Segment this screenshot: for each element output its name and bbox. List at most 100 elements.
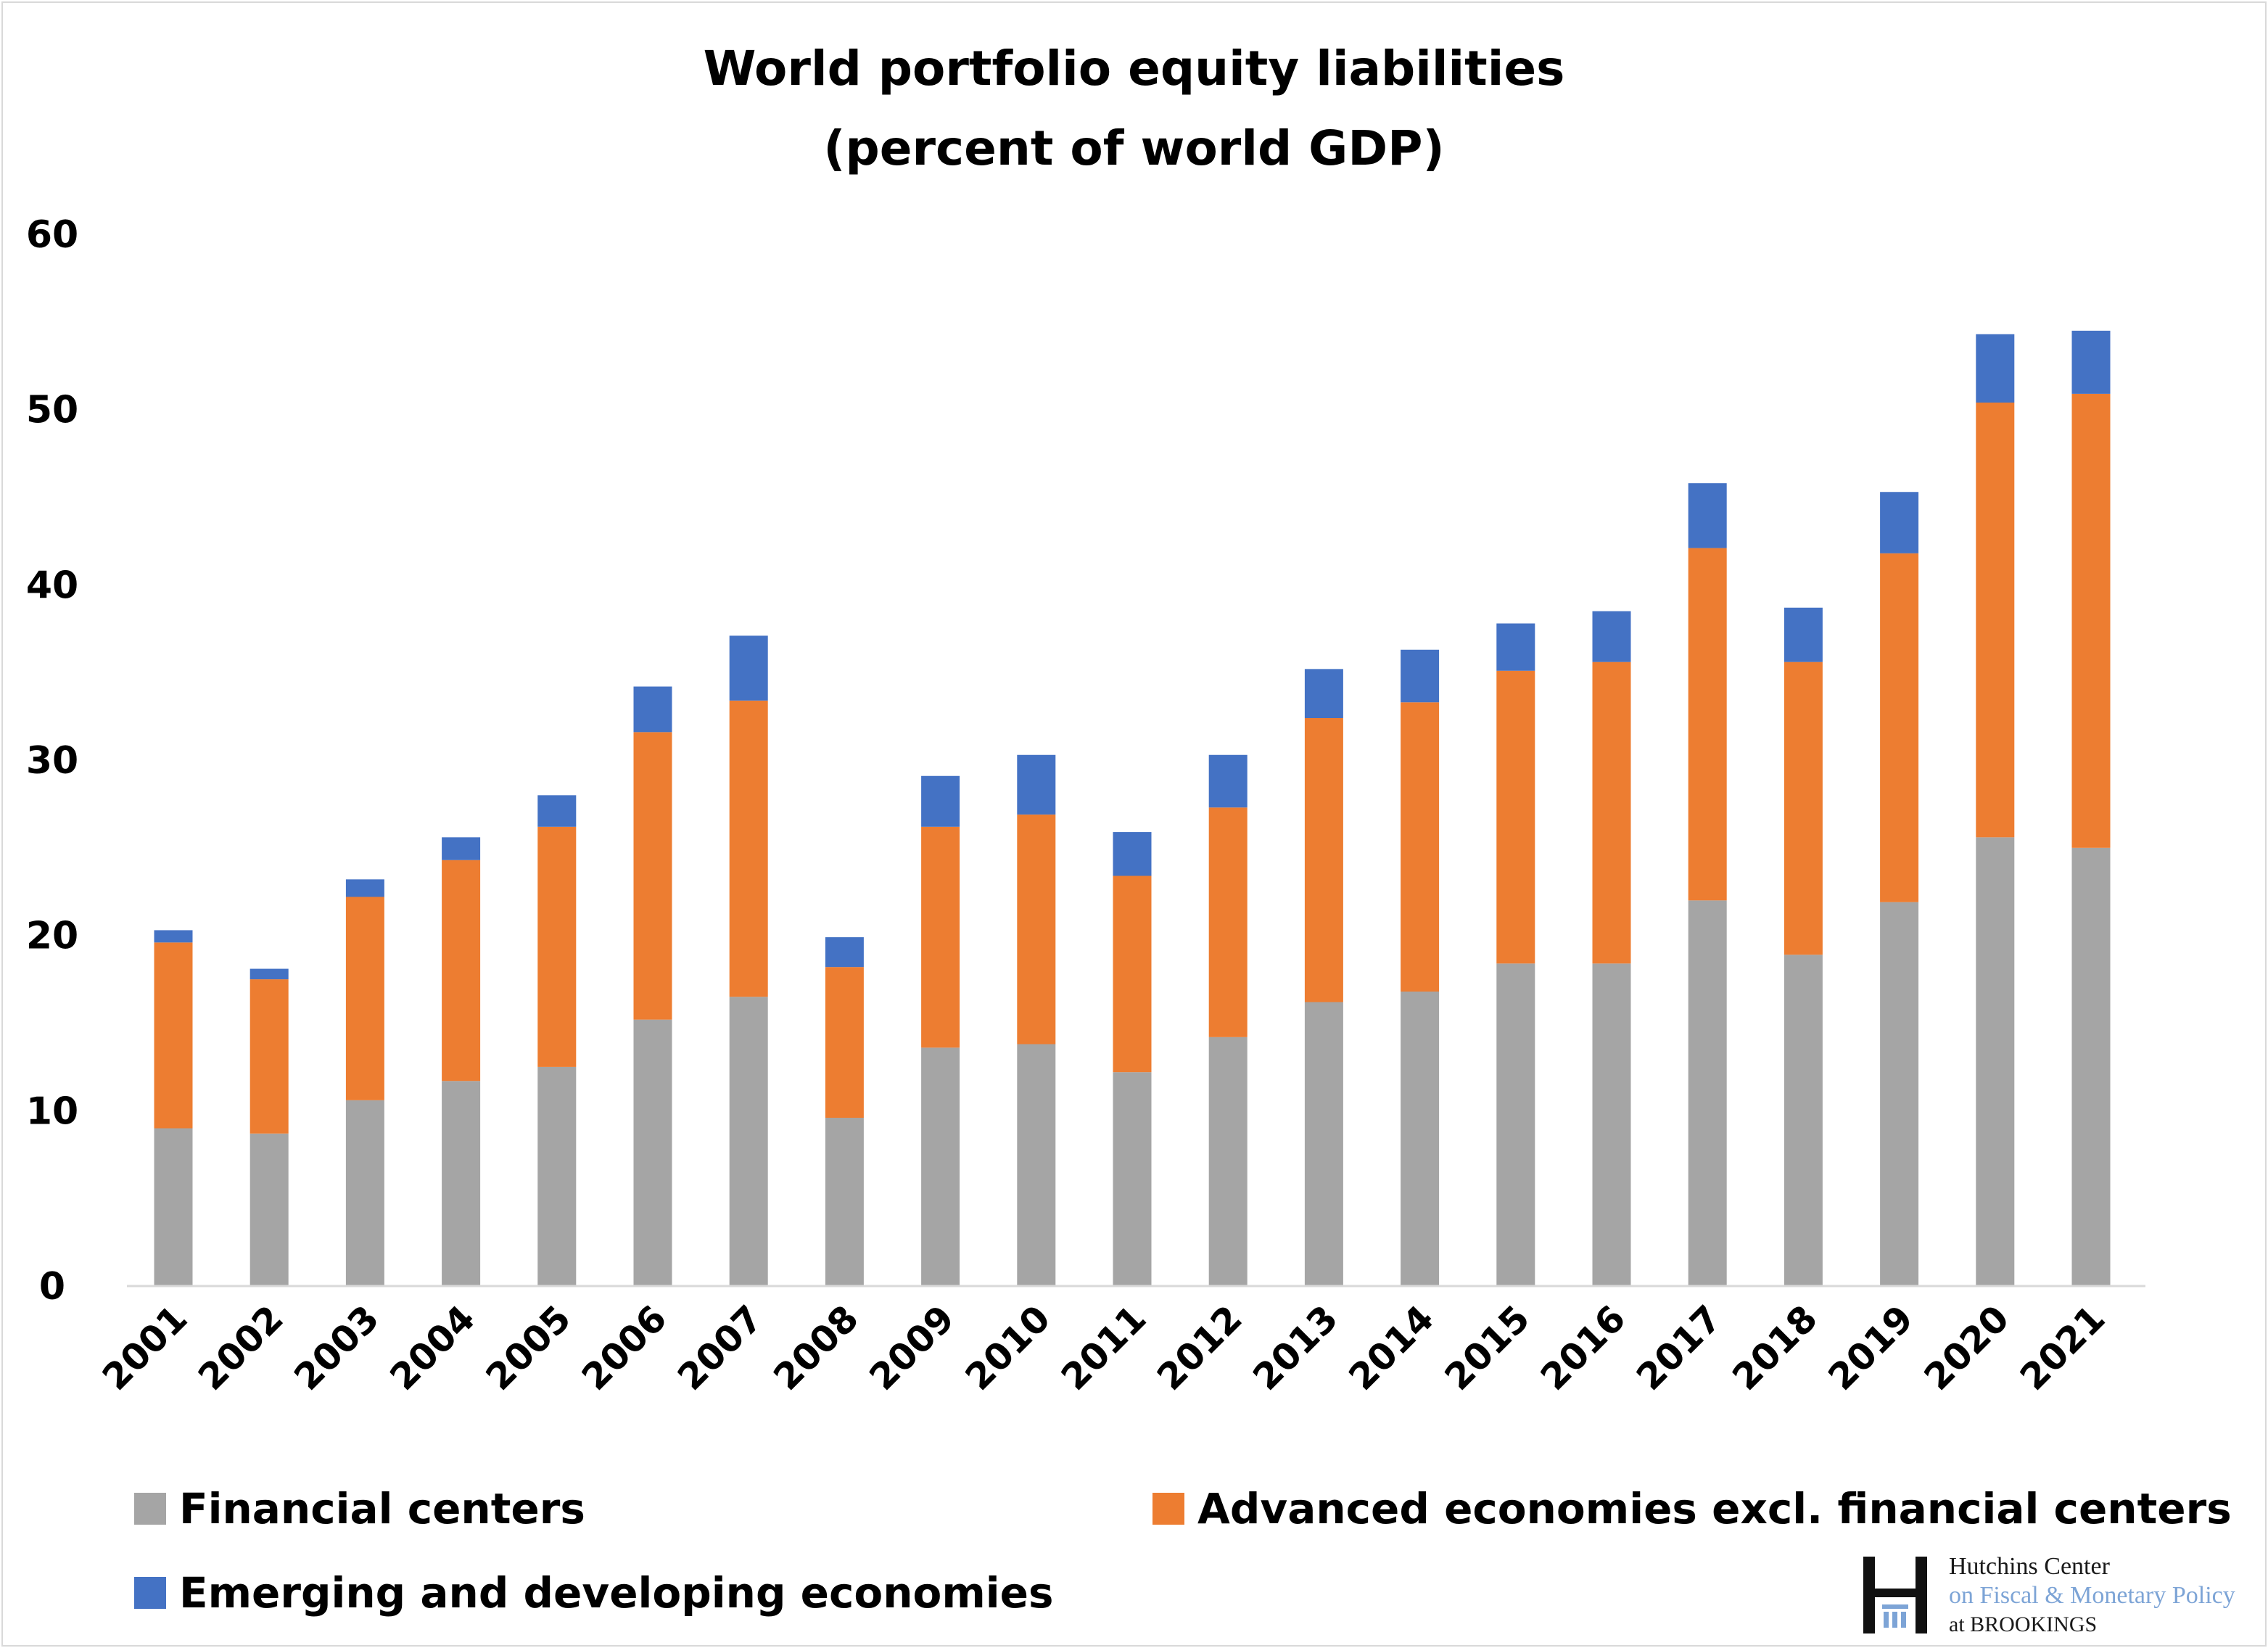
x-tick-label: 2001 <box>94 1297 195 1398</box>
y-tick-label: 40 <box>26 564 78 607</box>
x-tick-label: 2008 <box>765 1297 866 1398</box>
bar-2011-series-2 <box>1113 876 1152 1073</box>
bar-2014-series-1 <box>1401 992 1440 1286</box>
bar-2021-series-3 <box>2071 330 2111 394</box>
bar-2020-series-1 <box>1976 837 2015 1286</box>
y-tick-label: 20 <box>26 915 78 958</box>
bar-2009-series-3 <box>921 775 960 827</box>
hutchins-center-logo: Hutchins Center on Fiscal & Monetary Pol… <box>1860 1552 2252 1639</box>
y-tick-label: 10 <box>26 1089 78 1133</box>
bar-2003-series-3 <box>345 879 384 897</box>
bar-2008-series-3 <box>825 937 864 968</box>
bar-2015-series-3 <box>1496 623 1535 671</box>
bar-2010-series-1 <box>1017 1044 1056 1286</box>
x-tick-label: 2014 <box>1341 1297 1442 1398</box>
bar-2013-series-3 <box>1304 669 1343 718</box>
bar-2005-series-2 <box>537 826 577 1067</box>
bar-2001-series-2 <box>154 942 193 1129</box>
x-tick-label: 2003 <box>286 1297 387 1398</box>
x-tick-label: 2012 <box>1149 1297 1250 1398</box>
x-tick-label: 2007 <box>669 1297 770 1398</box>
x-tick-label: 2021 <box>2012 1297 2113 1398</box>
bar-2016-series-2 <box>1592 662 1631 964</box>
chart-title: World portfolio equity liabilities (perc… <box>0 29 2268 189</box>
bar-2002-series-1 <box>250 1133 289 1286</box>
x-tick-label: 2015 <box>1437 1297 1538 1398</box>
bar-2007-series-1 <box>729 997 768 1286</box>
x-tick-label: 2006 <box>574 1297 675 1398</box>
bar-2006-series-3 <box>633 686 672 733</box>
bar-2021-series-1 <box>2071 847 2111 1286</box>
bar-2019-series-1 <box>1880 902 1919 1286</box>
bar-2009-series-1 <box>921 1047 960 1286</box>
y-tick-label: 60 <box>26 213 78 257</box>
x-tick-label: 2013 <box>1245 1297 1345 1398</box>
legend-item-emerging-economies: Emerging and developing economies <box>134 1568 1054 1618</box>
x-tick-label: 2009 <box>862 1297 962 1398</box>
x-tick-label: 2019 <box>1820 1297 1921 1398</box>
bar-2015-series-1 <box>1496 963 1535 1286</box>
bar-2018-series-3 <box>1784 607 1823 662</box>
bar-2019-series-2 <box>1880 553 1919 902</box>
bar-2002-series-2 <box>250 979 289 1134</box>
legend-label-advanced-economies: Advanced economies excl. financial cente… <box>1197 1484 2232 1533</box>
x-tick-label: 2004 <box>382 1297 483 1398</box>
bar-2008-series-1 <box>825 1118 864 1286</box>
bar-2001-series-1 <box>154 1128 193 1286</box>
bar-2007-series-2 <box>729 700 768 997</box>
bar-2018-series-1 <box>1784 955 1823 1286</box>
hutchins-logo-icon <box>1863 1557 1927 1633</box>
bar-2020-series-3 <box>1976 334 2015 403</box>
x-tick-label: 2005 <box>478 1297 579 1398</box>
bar-2004-series-3 <box>442 837 481 860</box>
legend-swatch-financial-centers <box>134 1493 166 1525</box>
bar-2015-series-2 <box>1496 670 1535 964</box>
logo-line-3: at BROOKINGS <box>1949 1612 2098 1636</box>
bar-2009-series-2 <box>921 826 960 1048</box>
y-tick-label: 30 <box>26 739 78 783</box>
x-tick-label: 2002 <box>190 1297 291 1398</box>
bar-2016-series-3 <box>1592 611 1631 662</box>
x-tick-label: 2011 <box>1053 1297 1154 1398</box>
bar-2012-series-1 <box>1208 1037 1248 1286</box>
x-tick-label: 2017 <box>1628 1297 1729 1398</box>
bar-2011-series-3 <box>1113 832 1152 876</box>
bar-2020-series-2 <box>1976 403 2015 838</box>
bar-2017-series-3 <box>1688 483 1727 548</box>
logo-line-1: Hutchins Center <box>1949 1553 2110 1580</box>
bar-2001-series-3 <box>154 930 193 943</box>
x-tick-label: 2018 <box>1724 1297 1825 1398</box>
bar-2013-series-2 <box>1304 718 1343 1002</box>
bar-2003-series-2 <box>345 897 384 1100</box>
bar-2014-series-2 <box>1401 702 1440 992</box>
x-tick-label: 2010 <box>957 1297 1058 1398</box>
bar-2012-series-2 <box>1208 807 1248 1037</box>
bar-2016-series-1 <box>1592 963 1631 1286</box>
bar-2007-series-3 <box>729 635 768 701</box>
legend-swatch-emerging-economies <box>134 1577 166 1609</box>
bar-2011-series-1 <box>1113 1072 1152 1286</box>
bar-2006-series-1 <box>633 1019 672 1286</box>
bar-2012-series-3 <box>1208 754 1248 808</box>
chart-title-line-2: (percent of world GDP) <box>823 120 1445 176</box>
y-tick-label: 50 <box>26 389 78 432</box>
bar-2008-series-2 <box>825 967 864 1118</box>
bar-2005-series-1 <box>537 1066 577 1286</box>
chart-title-line-1: World portfolio equity liabilities <box>703 41 1565 96</box>
bar-2004-series-2 <box>442 860 481 1082</box>
bar-2006-series-2 <box>633 732 672 1020</box>
bar-2019-series-3 <box>1880 492 1919 553</box>
bar-2021-series-2 <box>2071 393 2111 848</box>
bar-2013-series-1 <box>1304 1002 1343 1286</box>
legend-label-emerging-economies: Emerging and developing economies <box>179 1568 1054 1618</box>
bar-2014-series-3 <box>1401 649 1440 703</box>
bar-2018-series-2 <box>1784 662 1823 955</box>
bar-2002-series-3 <box>250 968 289 980</box>
bar-2004-series-1 <box>442 1081 481 1286</box>
legend-item-advanced-economies: Advanced economies excl. financial cente… <box>1152 1484 2232 1533</box>
bar-2017-series-2 <box>1688 548 1727 901</box>
legend-swatch-advanced-economies <box>1152 1493 1184 1525</box>
bar-2005-series-3 <box>537 795 577 827</box>
